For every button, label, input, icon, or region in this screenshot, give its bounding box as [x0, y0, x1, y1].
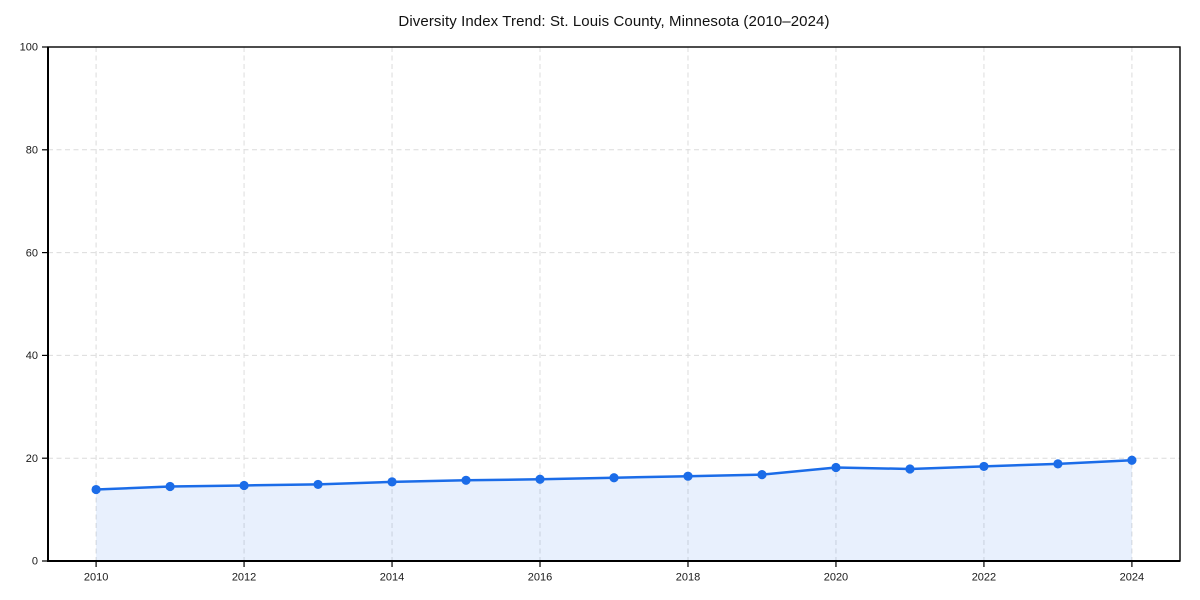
x-axis-tick-label: 2018 — [676, 572, 700, 584]
x-axis-tick-label: 2024 — [1120, 572, 1144, 584]
y-axis-tick-label: 100 — [20, 42, 38, 54]
data-point — [905, 464, 915, 474]
data-point — [239, 480, 249, 491]
x-axis-tick-label: 2012 — [232, 572, 256, 584]
data-point — [831, 462, 841, 473]
y-axis-tick-label: 60 — [26, 247, 38, 259]
x-axis-tick-label: 2014 — [380, 572, 404, 584]
chart-title: Diversity Index Trend: St. Louis County,… — [398, 13, 830, 30]
data-point — [91, 484, 101, 495]
data-point — [165, 481, 175, 492]
data-point — [757, 470, 767, 480]
series-area-fill — [96, 460, 1132, 561]
data-point — [683, 471, 693, 481]
x-axis-tick-label: 2022 — [972, 572, 996, 584]
data-point — [609, 473, 619, 483]
gridlines — [48, 47, 1180, 561]
x-axis-tick-label: 2020 — [824, 572, 848, 584]
data-point — [387, 477, 397, 487]
axis-tick-labels: 0 20 40 60 80 100 2010 2012 2014 2016 2018 2020 2022… — [20, 42, 1145, 584]
data-point — [535, 474, 545, 484]
x-axis-tick-label: 2010 — [84, 572, 108, 584]
data-point — [313, 479, 323, 490]
x-axis-tick-label: 2016 — [528, 572, 552, 584]
y-axis-tick-label: 40 — [26, 350, 38, 362]
data-point — [1127, 455, 1137, 465]
data-point — [979, 461, 989, 472]
y-axis-tick-label: 80 — [26, 145, 38, 157]
y-axis-tick-label: 0 — [32, 556, 38, 568]
data-points — [91, 455, 1137, 495]
data-point — [1053, 459, 1063, 469]
y-axis-tick-label: 20 — [26, 453, 38, 465]
data-point — [461, 475, 471, 485]
